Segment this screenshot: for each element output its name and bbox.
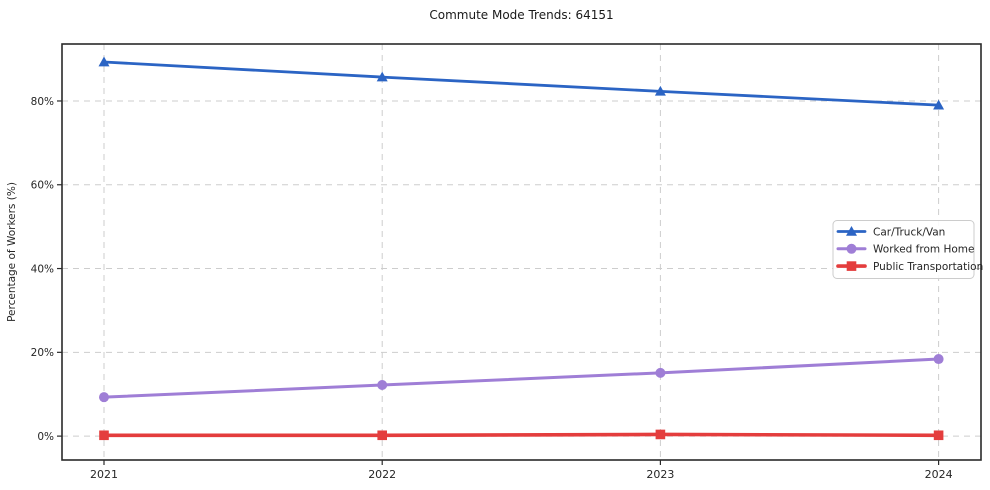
data-point-car-truck-van <box>654 85 666 96</box>
data-point-worked-from-home <box>377 380 388 391</box>
legend-marker <box>846 261 857 271</box>
legend-label: Worked from Home <box>873 244 974 256</box>
x-tick-label: 2021 <box>90 468 118 481</box>
data-point-public-transportation <box>655 429 666 440</box>
data-point-public-transportation <box>933 430 944 441</box>
series-line-worked-from-home <box>102 357 941 399</box>
data-point-public-transportation <box>99 430 109 441</box>
y-tick-label: 60% <box>31 180 54 192</box>
data-point-car-truck-van <box>376 71 388 82</box>
data-point-car-truck-van <box>933 99 945 110</box>
y-tick-label: 0% <box>37 431 54 443</box>
data-point-worked-from-home <box>99 392 109 403</box>
chart-title: Commute Mode Trends: 64151 <box>429 8 614 22</box>
y-tick-label: 20% <box>31 347 54 359</box>
y-axis-title: Percentage of Workers (%) <box>6 182 18 322</box>
plot-frame <box>61 43 982 461</box>
data-point-public-transportation <box>377 430 387 441</box>
data-point-worked-from-home <box>933 354 944 365</box>
legend-marker <box>846 226 857 236</box>
legend-label: Car/Truck/Van <box>873 226 945 238</box>
series-line-public-transportation <box>102 432 941 438</box>
data-point-worked-from-home <box>655 367 666 378</box>
series-line-car-truck-van <box>102 60 940 107</box>
x-tick-label: 2024 <box>925 468 953 481</box>
y-tick-label: 40% <box>31 263 54 275</box>
x-tick-label: 2022 <box>368 468 396 481</box>
x-tick-label: 2023 <box>646 468 674 481</box>
data-point-car-truck-van <box>98 56 110 67</box>
legend-label: Public Transportation <box>873 261 983 273</box>
legend-box <box>832 220 975 279</box>
y-tick-label: 80% <box>31 96 54 108</box>
legend-marker <box>846 243 857 254</box>
